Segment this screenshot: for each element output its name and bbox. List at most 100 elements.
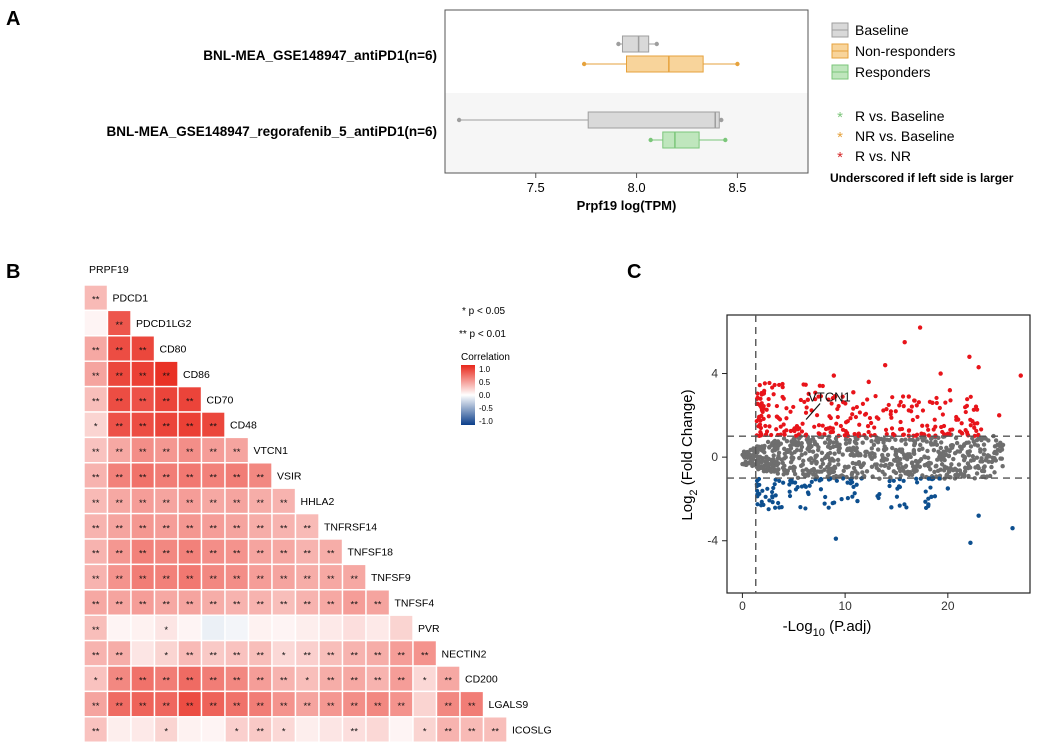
box-point xyxy=(456,117,462,123)
volcano-point-down xyxy=(777,478,782,483)
heatmap-sig-mark: ** xyxy=(116,676,124,687)
volcano-point-up xyxy=(925,423,930,428)
volcano-point-ns xyxy=(941,453,947,459)
volcano-point-ns xyxy=(795,475,801,480)
volcano-point-up xyxy=(851,390,856,395)
volcano-point-down xyxy=(802,483,807,488)
volcano-point-up xyxy=(893,409,898,414)
x-title-sub: 10 xyxy=(813,627,825,639)
volcano-point-ns xyxy=(817,469,822,474)
volcano-point-ns xyxy=(962,469,968,474)
heatmap-sig-mark: ** xyxy=(92,473,100,484)
volcano-point-ns xyxy=(743,459,748,465)
volcano-point-up xyxy=(931,427,936,432)
volcano-point-up xyxy=(805,397,810,402)
heatmap-sig-mark: ** xyxy=(280,701,288,712)
heatmap-sig-mark: ** xyxy=(445,701,453,712)
volcano-point-down xyxy=(945,486,951,491)
volcano-point-up xyxy=(830,429,836,434)
volcano-point-up xyxy=(759,401,764,406)
heatmap-cell xyxy=(247,614,273,642)
volcano-point-down xyxy=(902,502,907,507)
colorbar-tick-label: 0.0 xyxy=(479,391,491,400)
heatmap-sig-mark: ** xyxy=(186,447,194,458)
heatmap-sig-mark: ** xyxy=(210,473,218,484)
volcano-point-ns xyxy=(922,454,927,459)
volcano-point-down xyxy=(773,493,778,498)
heatmap-sig-mark: ** xyxy=(186,396,194,407)
box-point xyxy=(719,117,724,123)
volcano-point-ns xyxy=(792,449,797,455)
volcano-point-up xyxy=(910,417,915,423)
volcano-point-down xyxy=(757,482,762,488)
volcano-point-up xyxy=(939,424,944,430)
volcano-point-down xyxy=(798,505,803,510)
gene-label: TNFSF4 xyxy=(395,598,435,610)
heatmap-sig-mark: ** xyxy=(398,676,406,687)
colorbar-tick-label: -0.5 xyxy=(479,404,493,413)
volcano-point-down xyxy=(832,500,837,505)
volcano-point-ns xyxy=(962,465,968,470)
volcano-point-ns xyxy=(931,447,937,453)
heatmap-sig-mark: ** xyxy=(351,701,359,712)
volcano-point-ns xyxy=(825,444,831,449)
volcano-point-ns xyxy=(819,450,825,456)
heatmap-sig-mark: ** xyxy=(210,574,218,585)
volcano-point-ns xyxy=(956,462,962,467)
volcano-point-ns xyxy=(924,461,930,467)
volcano-point-ns xyxy=(801,458,806,464)
heatmap-sig-mark: ** xyxy=(116,396,124,407)
volcano-point-up xyxy=(867,415,873,421)
volcano-point-up xyxy=(843,401,848,406)
volcano-point-up xyxy=(960,431,965,436)
gene-label: PDCD1 xyxy=(113,293,149,305)
volcano-point-ns xyxy=(917,447,922,453)
volcano-point-ns xyxy=(798,448,804,453)
volcano-point-up xyxy=(917,325,923,330)
volcano-point-up xyxy=(761,416,766,421)
volcano-point-up xyxy=(873,394,878,399)
heatmap-sig-mark: ** xyxy=(139,549,147,560)
volcano-point-up xyxy=(784,406,789,411)
heatmap-sig-mark: ** xyxy=(233,574,241,585)
volcano-point-ns xyxy=(875,447,881,452)
legend-label: Baseline xyxy=(855,22,909,38)
boxplot-row-shade xyxy=(445,93,808,173)
volcano-point-ns xyxy=(885,452,891,458)
heatmap-cell xyxy=(294,716,320,743)
volcano-point-ns xyxy=(938,440,944,445)
heatmap-sig-mark: ** xyxy=(327,650,335,661)
volcano-point-up xyxy=(764,407,769,412)
volcano-point-ns xyxy=(814,460,819,465)
volcano-point-ns xyxy=(841,468,846,473)
significance-note: Underscored if left side is larger xyxy=(830,171,1014,185)
volcano-point-down xyxy=(887,479,892,484)
colorbar-title: Correlation xyxy=(461,352,510,363)
volcano-point-down xyxy=(875,493,880,499)
heatmap-sig-mark: ** xyxy=(351,676,359,687)
heatmap-cell xyxy=(388,716,414,743)
volcano-point-down xyxy=(937,476,942,481)
volcano-point-ns xyxy=(850,451,855,456)
heatmap-sig-mark: ** xyxy=(304,650,312,661)
volcano-point-ns xyxy=(872,451,877,457)
volcano-point-up xyxy=(820,423,825,428)
heatmap-sig-mark: ** xyxy=(327,676,335,687)
volcano-point-ns xyxy=(924,439,929,444)
volcano-point-ns xyxy=(745,449,750,455)
volcano-point-ns xyxy=(984,455,989,461)
colorbar-tick-label: -1.0 xyxy=(479,417,493,426)
volcano-point-up xyxy=(770,385,775,390)
volcano-point-up xyxy=(882,362,888,368)
volcano-point-up xyxy=(755,395,760,400)
volcano-point-ns xyxy=(781,472,786,477)
volcano-point-down xyxy=(787,493,793,499)
volcano-point-down xyxy=(845,496,850,501)
volcano-point-ns xyxy=(776,443,781,448)
volcano-point-ns xyxy=(938,467,943,472)
gene-label: NECTIN2 xyxy=(442,648,487,660)
heatmap-sig-mark: ** xyxy=(186,473,194,484)
volcano-point-ns xyxy=(836,462,841,467)
volcano-point-down xyxy=(767,498,772,503)
volcano-point-ns xyxy=(871,442,877,448)
